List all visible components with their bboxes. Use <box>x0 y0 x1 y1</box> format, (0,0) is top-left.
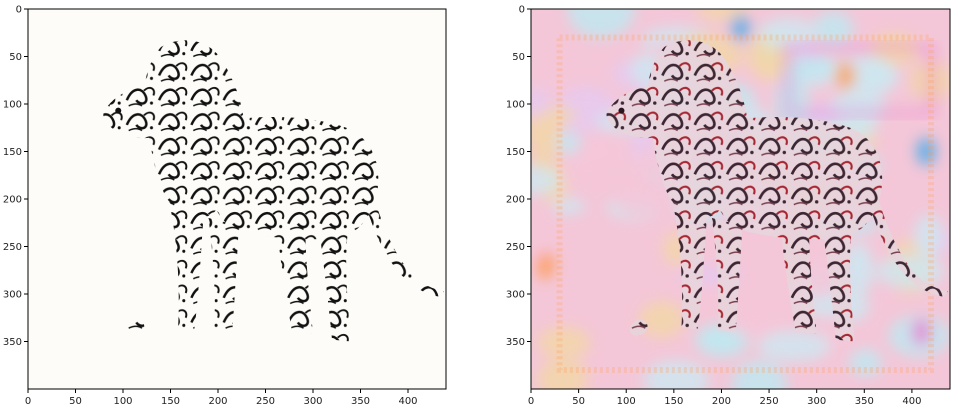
y-tick-label: 300 <box>506 290 525 301</box>
y-tick-label: 250 <box>3 242 22 253</box>
image-original <box>28 9 446 389</box>
x-tick-label: 300 <box>807 396 826 407</box>
x-tick-label: 50 <box>572 396 585 407</box>
x-tick-label: 0 <box>25 396 31 407</box>
axes-right: 0 50 100 150 200 250 300 350 400 0 50 100 150 200 250 3… <box>506 5 951 407</box>
x-tick-label: 0 <box>528 396 534 407</box>
x-tick-label: 200 <box>208 396 227 407</box>
x-tick-label: 100 <box>113 396 132 407</box>
y-tick-label: 100 <box>3 100 22 111</box>
y-tick-label: 350 <box>3 337 22 348</box>
y-tick-label: 100 <box>506 100 525 111</box>
y-tick-label: 150 <box>506 147 525 158</box>
y-tick-label: 50 <box>9 52 22 63</box>
x-tick-label: 200 <box>712 396 731 407</box>
x-tick-label: 400 <box>902 396 921 407</box>
x-tick-label: 50 <box>69 396 82 407</box>
y-tick-label: 0 <box>519 5 525 16</box>
axes-left: 0 50 100 150 200 250 300 350 400 0 50 100 150 200 250 3… <box>3 5 447 407</box>
y-tick-label: 200 <box>3 195 22 206</box>
x-tick-label: 250 <box>760 396 779 407</box>
x-tick-label: 350 <box>855 396 874 407</box>
lion-nose <box>618 107 625 114</box>
x-tick-label: 400 <box>398 396 417 407</box>
y-tick-label: 150 <box>3 147 22 158</box>
x-tick-label: 100 <box>617 396 636 407</box>
x-tick-label: 350 <box>351 396 370 407</box>
y-tick-label: 200 <box>506 195 525 206</box>
y-tick-label: 0 <box>16 5 22 16</box>
lion-nose <box>115 107 122 114</box>
image-stylized <box>531 9 950 389</box>
x-tick-label: 250 <box>256 396 275 407</box>
x-tick-label: 150 <box>664 396 683 407</box>
y-tick-label: 50 <box>512 52 525 63</box>
x-tick-label: 300 <box>303 396 322 407</box>
y-tick-label: 250 <box>506 242 525 253</box>
y-tick-label: 300 <box>3 290 22 301</box>
x-tick-label: 150 <box>161 396 180 407</box>
y-tick-label: 350 <box>506 337 525 348</box>
